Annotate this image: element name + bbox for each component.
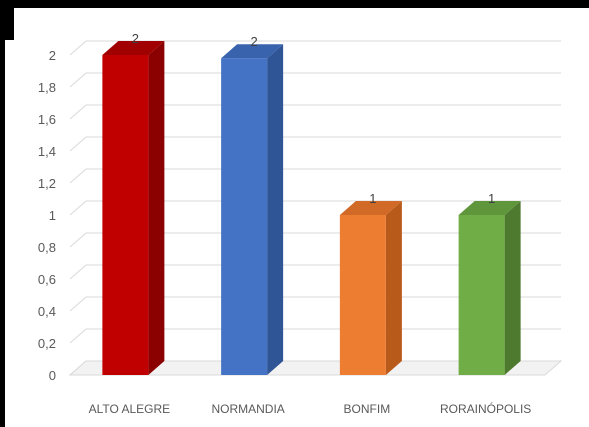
gridline-wall — [69, 328, 87, 344]
gridline-wall — [69, 264, 87, 280]
bar-top — [221, 44, 284, 59]
bar — [339, 201, 402, 375]
data-label: 2 — [132, 31, 139, 46]
bar-top — [458, 201, 521, 215]
data-label: 1 — [369, 191, 376, 206]
x-category-label: ALTO ALEGRE — [89, 402, 171, 416]
bar-side — [504, 201, 521, 375]
gridline-wall — [69, 168, 87, 184]
bar-side — [267, 44, 284, 375]
bar-side — [385, 201, 402, 375]
bar-front — [221, 58, 268, 375]
bar — [458, 201, 521, 375]
bar — [102, 41, 165, 375]
bar-front — [458, 215, 505, 375]
y-tick-label: 0,6 — [38, 272, 56, 287]
gridline-wall — [69, 136, 87, 152]
x-category-label: RORAINÓPOLIS — [440, 401, 531, 416]
x-category-label: BONFIM — [344, 402, 391, 416]
y-tick-label: 1,4 — [38, 144, 56, 159]
data-label: 2 — [251, 34, 258, 49]
y-tick-label: 1,2 — [38, 176, 56, 191]
y-tick-label: 1,6 — [38, 112, 56, 127]
y-tick-label: 0,8 — [38, 240, 56, 255]
corner-mark — [0, 0, 14, 40]
data-labels: 2 2 1 1 — [132, 31, 495, 206]
gridline-wall — [69, 296, 87, 312]
bars — [102, 41, 521, 375]
bar-top — [102, 41, 165, 55]
y-tick-label: 2 — [49, 48, 56, 63]
y-tick-label: 0,2 — [38, 336, 56, 351]
bar-front — [102, 55, 149, 375]
gridline-wall — [69, 232, 87, 248]
data-label: 1 — [488, 191, 495, 206]
floor-plane — [68, 360, 563, 376]
bar-side — [148, 41, 165, 375]
bar — [221, 44, 284, 375]
y-tick-label: 1,8 — [38, 80, 56, 95]
gridline-wall — [69, 200, 87, 216]
y-tick-label: 0,4 — [38, 304, 56, 319]
y-tick-label: 1 — [49, 208, 56, 223]
x-category-label: NORMANDIA — [211, 402, 284, 416]
bar-top — [339, 201, 402, 215]
gridline-wall — [69, 40, 87, 56]
x-axis-categories: ALTO ALEGRE NORMANDIA BONFIM RORAINÓPOLIS — [89, 401, 532, 416]
y-axis-ticks: 0 0,2 0,4 0,6 0,8 1 1,2 1,4 1,6 1,8 2 — [38, 48, 56, 383]
gridline-wall — [69, 72, 87, 88]
gridline-wall — [69, 104, 87, 120]
y-tick-label: 0 — [49, 368, 56, 383]
chart-floor — [68, 360, 563, 376]
bar-front — [339, 215, 386, 375]
